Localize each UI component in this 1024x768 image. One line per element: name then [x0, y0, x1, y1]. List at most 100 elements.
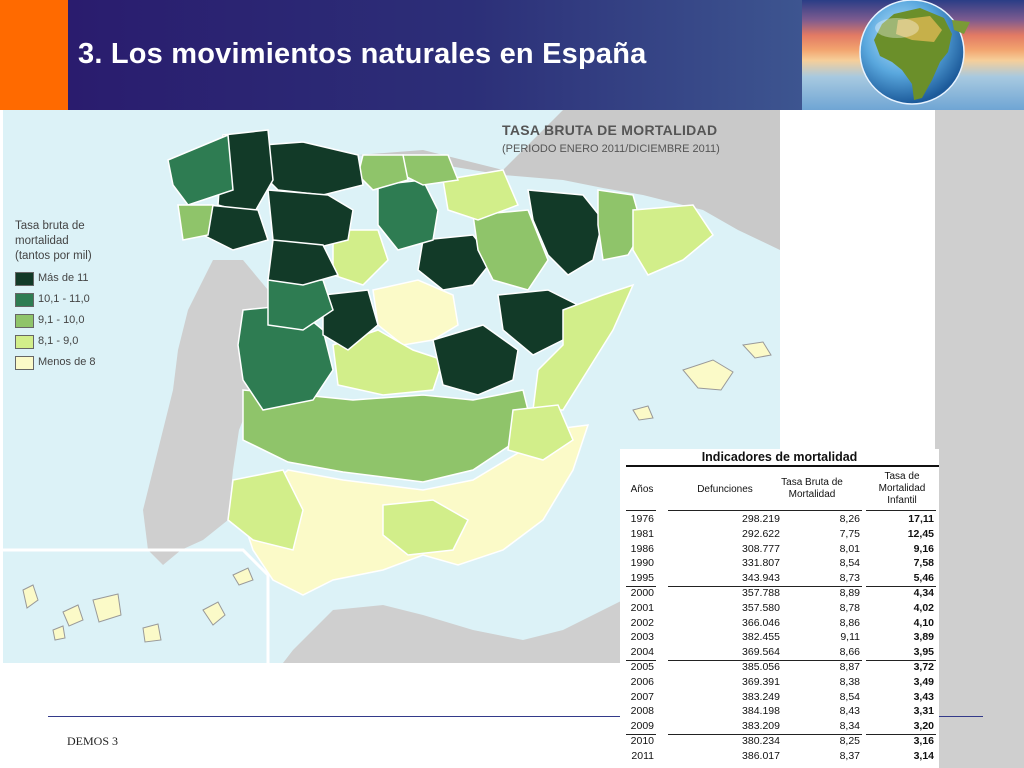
crude-rate-cell: 8,54 — [839, 690, 860, 703]
region-zaragoza — [472, 209, 549, 291]
region-catalunya — [632, 204, 714, 276]
crude-rate-cell: 9,11 — [840, 631, 860, 644]
legend-title-line: (tantos por mil) — [15, 250, 92, 262]
header-rule — [626, 510, 656, 511]
crude-rate-cell: 8,54 — [839, 557, 860, 570]
deaths-cell: 331.807 — [742, 557, 780, 570]
region-pais-vasco — [402, 154, 460, 186]
crude-rate-cell: 8,78 — [839, 601, 860, 614]
region-ourense — [202, 204, 269, 251]
crude-rate-cell: 8,26 — [839, 513, 860, 525]
deaths-cell: 386.017 — [742, 749, 780, 762]
table-row: 2004 369.564 8,66 3,95 — [620, 645, 939, 660]
crude-rate-cell: 8,38 — [839, 675, 860, 688]
region-valencia — [532, 283, 635, 411]
slide-title: 3. Los movimientos naturales en España — [78, 38, 647, 70]
right-gray-panel — [935, 110, 1024, 768]
year-cell: 2000 — [630, 587, 654, 599]
table-row: 1995 343.943 8,73 5,46 — [620, 571, 939, 586]
infant-rate-cell: 12,45 — [907, 527, 934, 540]
deaths-cell: 343.943 — [742, 572, 780, 585]
header-deaths: Defunciones — [697, 484, 753, 495]
group-rule — [772, 734, 862, 735]
crude-rate-cell: 8,25 — [839, 735, 860, 747]
deaths-cell: 384.198 — [742, 705, 780, 718]
group-rule — [668, 734, 774, 735]
year-cell: 2011 — [631, 749, 654, 762]
header-years: Años — [630, 484, 654, 495]
infant-rate-cell: 17,11 — [908, 513, 934, 525]
year-cell: 2004 — [630, 646, 654, 659]
deaths-cell: 385.056 — [742, 661, 780, 673]
region-andalucia-west — [227, 469, 304, 551]
legend-items: Más de 11 10,1 - 11,0 9,1 - 10,0 8,1 - 9… — [15, 272, 125, 377]
table-row: 2008 384.198 8,43 3,31 — [620, 704, 939, 719]
footer-rule — [48, 716, 620, 717]
header-rule — [772, 510, 862, 511]
table-row: 2001 357.580 8,78 4,02 — [620, 601, 939, 616]
legend-title-line: mortalidad — [15, 235, 69, 247]
year-cell: 2006 — [630, 675, 654, 688]
legend-swatch — [15, 314, 34, 328]
title-banner — [68, 0, 802, 110]
globe-icon — [859, 0, 970, 105]
france-landmass — [358, 110, 780, 250]
infant-rate-cell: 9,16 — [913, 542, 934, 555]
legend-item: 10,1 - 11,0 — [15, 293, 125, 314]
crude-rate-cell: 8,01 — [839, 542, 860, 555]
group-rule — [668, 586, 774, 587]
group-rule — [772, 660, 862, 661]
table-row: 2002 366.046 8,86 4,10 — [620, 616, 939, 631]
infant-rate-cell: 3,43 — [913, 690, 934, 703]
table-row: 2007 383.249 8,54 3,43 — [620, 690, 939, 705]
deaths-cell: 380.234 — [742, 735, 780, 747]
region-pontevedra — [177, 204, 214, 241]
crude-rate-cell: 8,37 — [839, 749, 860, 762]
year-cell: 2008 — [630, 705, 654, 718]
legend-swatch — [15, 293, 34, 307]
deaths-cell: 369.564 — [742, 646, 780, 659]
table-row: 1986 308.777 8,01 9,16 — [620, 542, 939, 557]
region-soria — [417, 234, 494, 291]
map-legend: Tasa bruta de mortalidad (tantos por mil… — [15, 219, 125, 377]
region-coruna — [167, 133, 234, 206]
footer-rule — [939, 716, 983, 717]
group-rule — [866, 734, 936, 735]
deaths-cell: 383.209 — [742, 720, 780, 733]
table-row: 2006 369.391 8,38 3,49 — [620, 675, 939, 690]
map-subtitle: (PERIODO ENERO 2011/DICIEMBRE 2011) — [502, 143, 720, 155]
year-cell: 2001 — [630, 601, 654, 614]
legend-label: Más de 11 — [38, 272, 89, 284]
region-murcia — [507, 404, 574, 461]
infant-rate-cell: 3,31 — [913, 705, 934, 718]
legend-item: Más de 11 — [15, 272, 125, 293]
table-row: 2009 383.209 8,34 3,20 — [620, 719, 939, 734]
table-row: 1981 292.622 7,75 12,45 — [620, 527, 939, 542]
table-row: 1990 331.807 8,54 7,58 — [620, 556, 939, 571]
map-title: TASA BRUTA DE MORTALIDAD — [502, 122, 718, 138]
deaths-cell: 383.249 — [742, 690, 780, 703]
legend-item: 8,1 - 9,0 — [15, 335, 125, 356]
infant-rate-cell: 7,58 — [913, 557, 934, 570]
table-row: 2005 385.056 8,87 3,72 — [620, 660, 939, 675]
legend-item: Menos de 8 — [15, 356, 125, 377]
region-avila — [322, 289, 379, 351]
africa-landmass — [283, 590, 643, 663]
crude-rate-cell: 7,75 — [839, 527, 860, 540]
legend-item: 9,1 - 10,0 — [15, 314, 125, 335]
group-rule — [866, 586, 936, 587]
infant-rate-cell: 3,14 — [913, 749, 934, 762]
crude-rate-cell: 8,43 — [839, 705, 860, 718]
deaths-cell: 369.391 — [742, 675, 780, 688]
legend-swatch — [15, 335, 34, 349]
group-rule — [626, 660, 656, 661]
legend-swatch — [15, 356, 34, 370]
table-row: 2010 380.234 8,25 3,16 — [620, 734, 939, 749]
region-toledo — [332, 329, 444, 396]
balearic-islands — [632, 341, 772, 421]
infant-rate-cell: 3,89 — [913, 631, 934, 644]
deaths-cell: 366.046 — [742, 616, 780, 629]
crude-rate-cell: 8,86 — [839, 616, 860, 629]
year-cell: 2003 — [630, 631, 654, 644]
header-rule — [668, 510, 774, 511]
